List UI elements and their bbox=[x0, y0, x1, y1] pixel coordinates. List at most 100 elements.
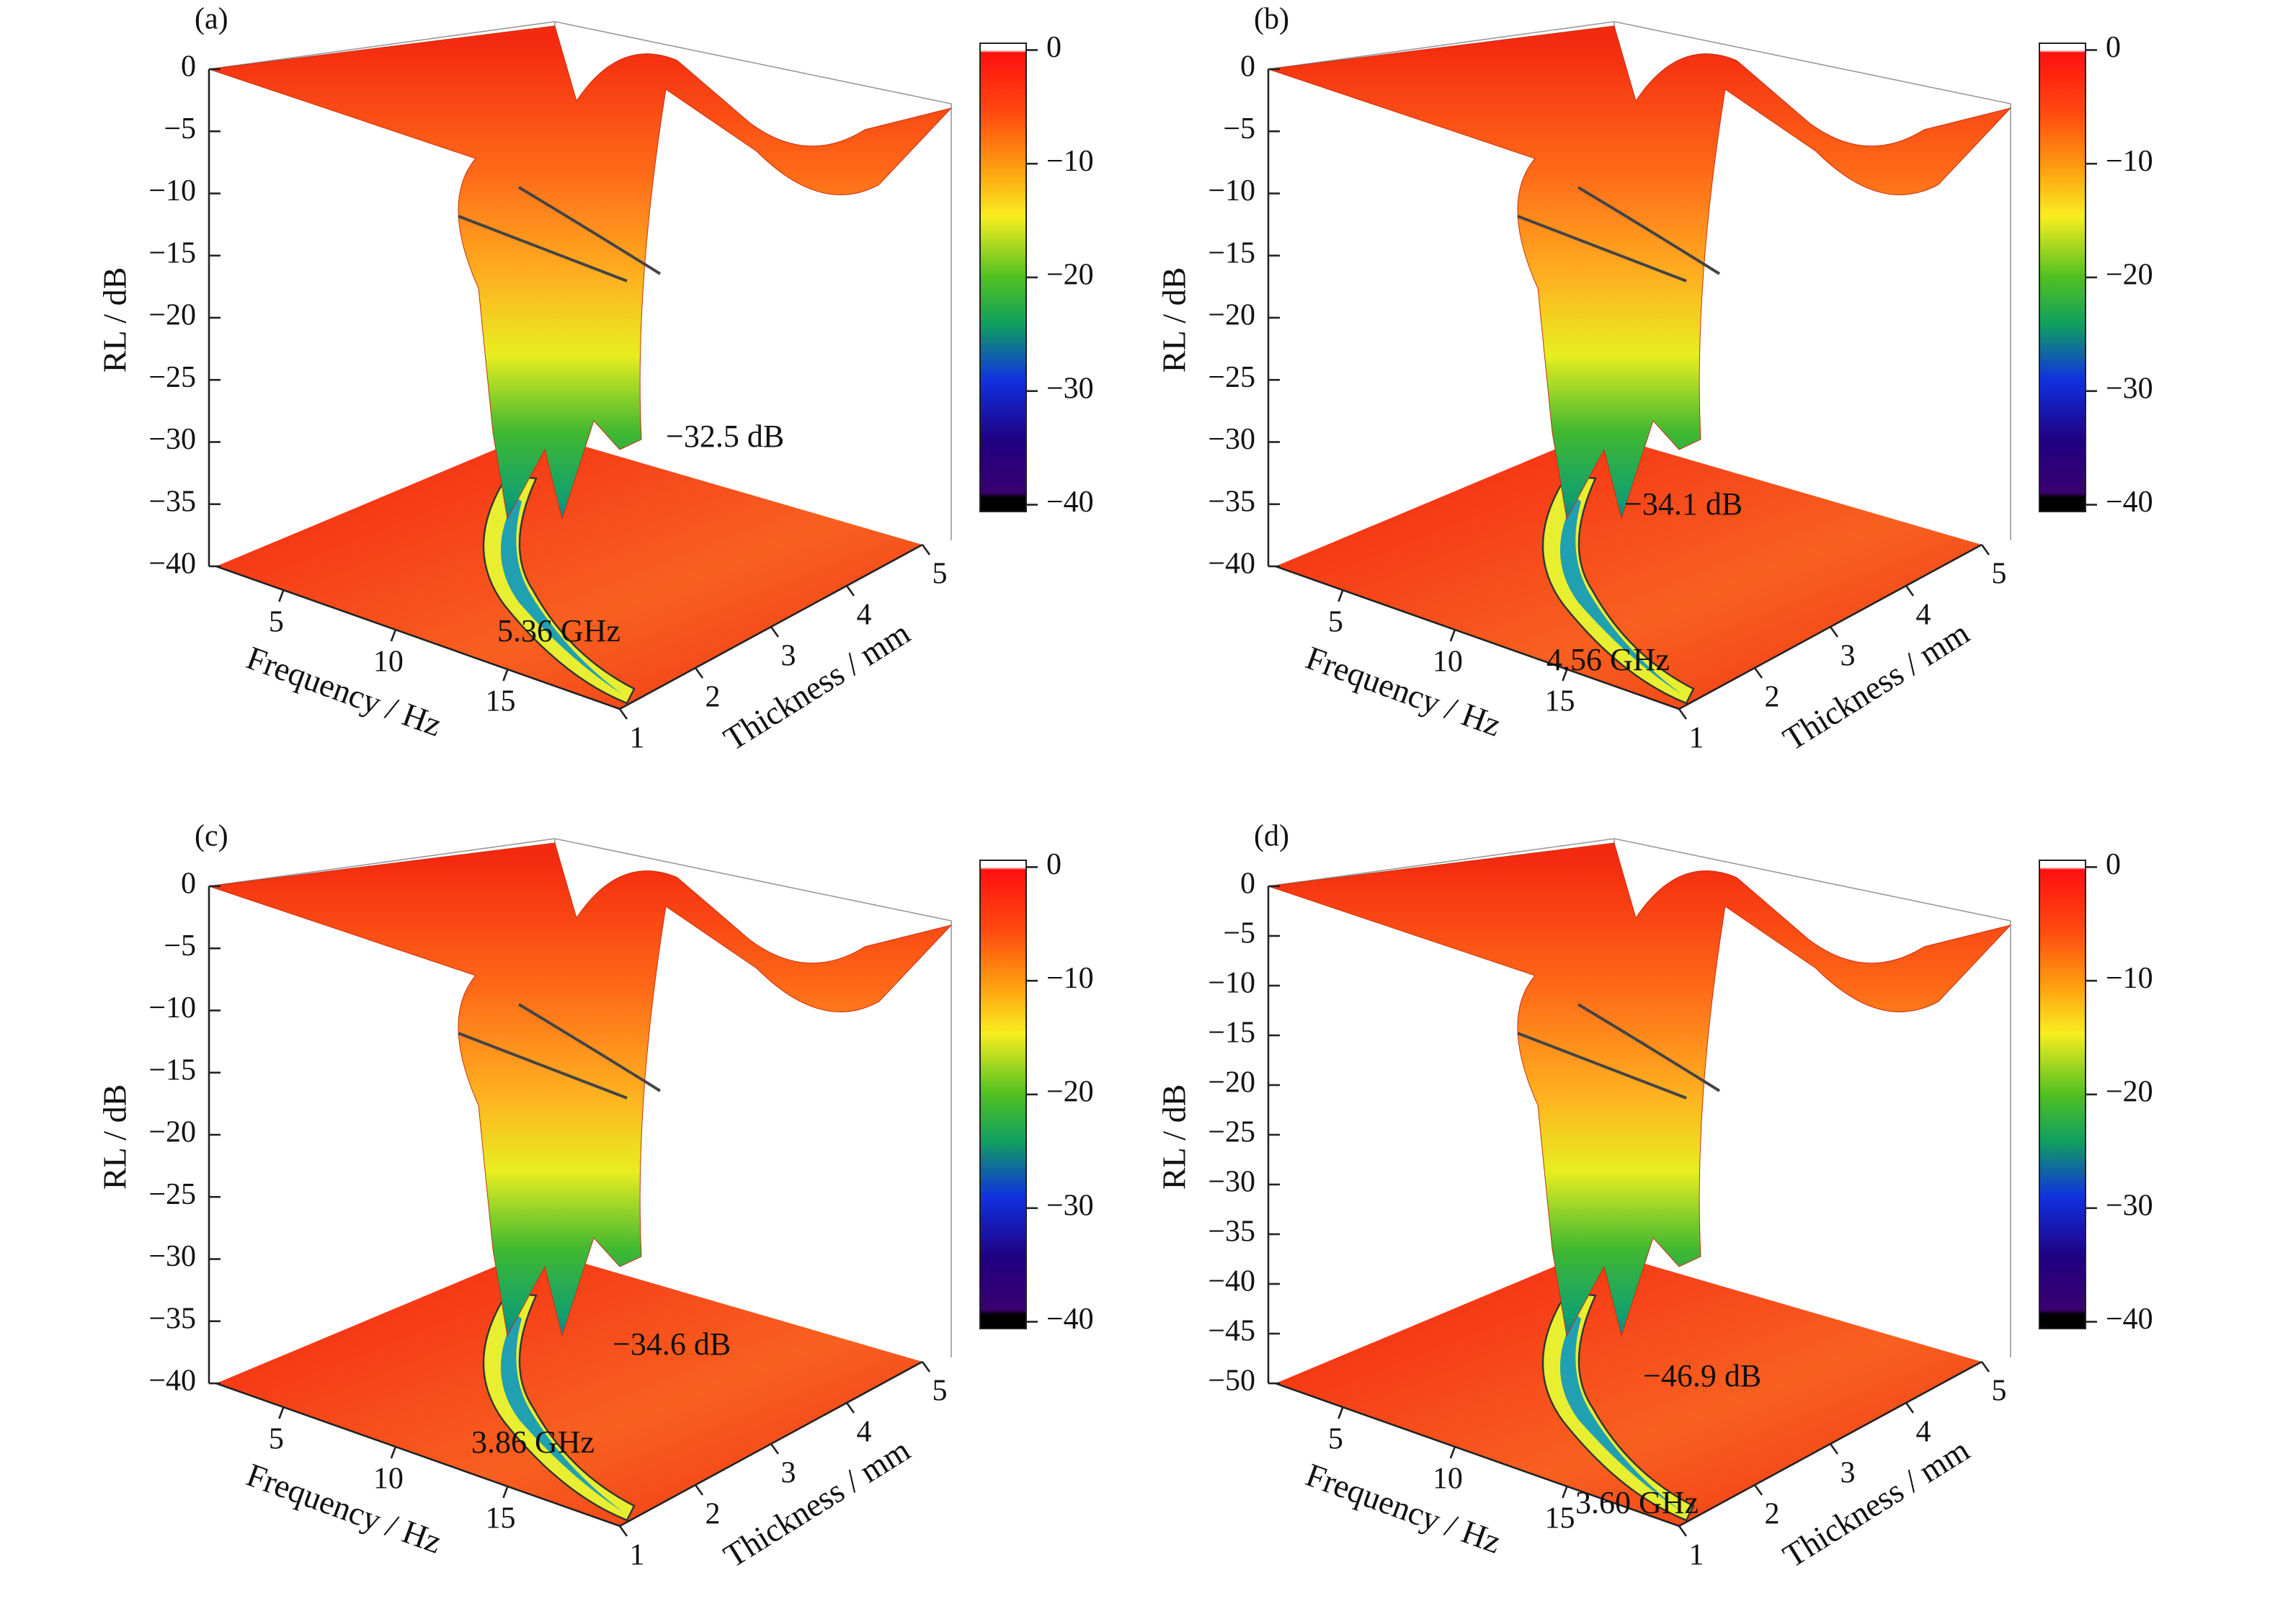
z-tick-label: −40 bbox=[1208, 548, 1255, 581]
colorbar-tick-label: −10 bbox=[2106, 962, 2153, 995]
y-tick bbox=[694, 667, 704, 679]
z-tick-label: −35 bbox=[148, 485, 196, 518]
z-tick-label: −15 bbox=[148, 1053, 196, 1087]
x-tick-label: 10 bbox=[1433, 1463, 1463, 1496]
z-tick-label: −20 bbox=[148, 1116, 196, 1149]
z-axis-label: RL / dB bbox=[97, 1084, 133, 1190]
z-tick-label: −20 bbox=[148, 299, 196, 332]
y-tick bbox=[1678, 708, 1688, 720]
colorbar-tick-label: −30 bbox=[2106, 372, 2153, 405]
contour-line bbox=[458, 1003, 662, 1099]
y-tick-label: 3 bbox=[781, 640, 796, 673]
z-tick-label: −5 bbox=[1223, 917, 1255, 950]
y-tick-label: 3 bbox=[1841, 640, 1856, 673]
y-tick bbox=[770, 626, 780, 638]
y-tick-label: 1 bbox=[1689, 722, 1704, 755]
z-tick-label: −30 bbox=[148, 423, 196, 456]
x-tick-label: 15 bbox=[1544, 685, 1575, 718]
z-axis-label: RL / dB bbox=[1156, 1084, 1193, 1190]
x-tick bbox=[502, 669, 509, 682]
y-tick-label: 4 bbox=[857, 1416, 872, 1449]
colorbar-tick-label: −40 bbox=[1046, 1303, 1094, 1336]
z-tick-label: −10 bbox=[1208, 967, 1255, 1000]
panel-label: (c) bbox=[195, 820, 228, 853]
x-tick-label: 10 bbox=[373, 1463, 404, 1496]
colorbar-tick-label: −20 bbox=[1046, 259, 1094, 292]
z-tick-label: −10 bbox=[148, 991, 196, 1025]
colorbar bbox=[979, 43, 1027, 512]
y-tick bbox=[1980, 1361, 1990, 1373]
z-tick-label: −30 bbox=[1208, 423, 1255, 456]
contour-line bbox=[1517, 1003, 1721, 1099]
x-axis bbox=[1275, 565, 1680, 710]
colorbar-tick-label: 0 bbox=[1046, 848, 1061, 881]
floor-valley-core bbox=[500, 1314, 623, 1512]
z-tick-label: −35 bbox=[148, 1302, 196, 1335]
y-tick-label: 2 bbox=[1765, 681, 1780, 714]
y-tick-label: 4 bbox=[857, 599, 872, 632]
colorbar-tick-label: −10 bbox=[2106, 145, 2153, 178]
colorbar-tick-label: −40 bbox=[1046, 486, 1094, 519]
y-tick-label: 3 bbox=[781, 1457, 796, 1490]
colorbar-tick-label: −40 bbox=[2106, 486, 2153, 519]
x-tick bbox=[1449, 1446, 1456, 1459]
z-axis-label: RL / dB bbox=[1156, 267, 1193, 373]
floor-valley-core bbox=[500, 497, 623, 695]
y-tick-label: 5 bbox=[933, 1375, 948, 1408]
y-tick-label: 4 bbox=[1916, 1416, 1931, 1449]
colorbar bbox=[979, 860, 1027, 1329]
colorbar bbox=[2039, 43, 2086, 512]
z-tick-label: −20 bbox=[1208, 1066, 1255, 1099]
z-tick-label: −50 bbox=[1208, 1365, 1255, 1398]
x-tick-label: 5 bbox=[1328, 606, 1343, 639]
z-tick-label: −40 bbox=[148, 1365, 196, 1398]
z-tick-label: 0 bbox=[1240, 50, 1255, 84]
x-tick bbox=[1562, 1486, 1568, 1499]
x-axis-label: Frequency / Hz bbox=[242, 1456, 447, 1561]
x-tick bbox=[390, 629, 397, 642]
x-tick-label: 15 bbox=[485, 1502, 515, 1535]
x-tick-label: 5 bbox=[269, 606, 284, 639]
y-tick bbox=[1829, 1443, 1839, 1455]
y-tick bbox=[921, 1361, 931, 1373]
x-tick bbox=[390, 1446, 397, 1459]
z-tick-label: 0 bbox=[181, 867, 196, 901]
x-tick bbox=[1562, 669, 1568, 682]
x-tick-label: 5 bbox=[1328, 1423, 1343, 1456]
z-tick-label: −10 bbox=[1208, 174, 1255, 208]
z-tick-label: 0 bbox=[1240, 867, 1255, 901]
z-tick-label: −15 bbox=[1208, 236, 1255, 269]
z-tick-label: 0 bbox=[181, 50, 196, 84]
z-tick-label: −10 bbox=[148, 174, 196, 208]
colorbar-tick-label: −20 bbox=[2106, 1076, 2153, 1109]
y-tick-label: 5 bbox=[1992, 558, 2007, 591]
contour-line bbox=[458, 186, 662, 282]
x-tick-label: 5 bbox=[269, 1423, 284, 1456]
floor-valley-core bbox=[1559, 1314, 1682, 1512]
y-tick bbox=[1980, 544, 1990, 556]
z-tick-label: −15 bbox=[1208, 1017, 1255, 1050]
z-tick-label: −25 bbox=[148, 361, 196, 394]
z-axis-label: RL / dB bbox=[97, 267, 133, 373]
panel-label: (b) bbox=[1254, 3, 1289, 36]
z-tick-label: −25 bbox=[1208, 361, 1255, 394]
y-tick bbox=[618, 708, 628, 720]
x-axis-label: Frequency / Hz bbox=[1301, 1456, 1506, 1561]
floor-valley-core bbox=[1559, 497, 1682, 695]
annotation: 5.36 GHz bbox=[497, 613, 620, 648]
x-tick-label: 10 bbox=[373, 646, 404, 679]
z-tick-label: −15 bbox=[148, 236, 196, 269]
y-tick bbox=[921, 544, 931, 556]
y-tick-label: 1 bbox=[630, 722, 645, 755]
y-tick-label: 4 bbox=[1916, 599, 1931, 632]
z-tick-label: −35 bbox=[1208, 485, 1255, 518]
surface bbox=[208, 25, 953, 520]
colorbar-tick-label: 0 bbox=[2106, 31, 2121, 64]
x-axis-label: Frequency / Hz bbox=[1301, 639, 1506, 744]
panel-label: (d) bbox=[1254, 820, 1289, 853]
colorbar-tick-label: −30 bbox=[1046, 372, 1094, 405]
x-axis-label: Frequency / Hz bbox=[242, 639, 447, 744]
